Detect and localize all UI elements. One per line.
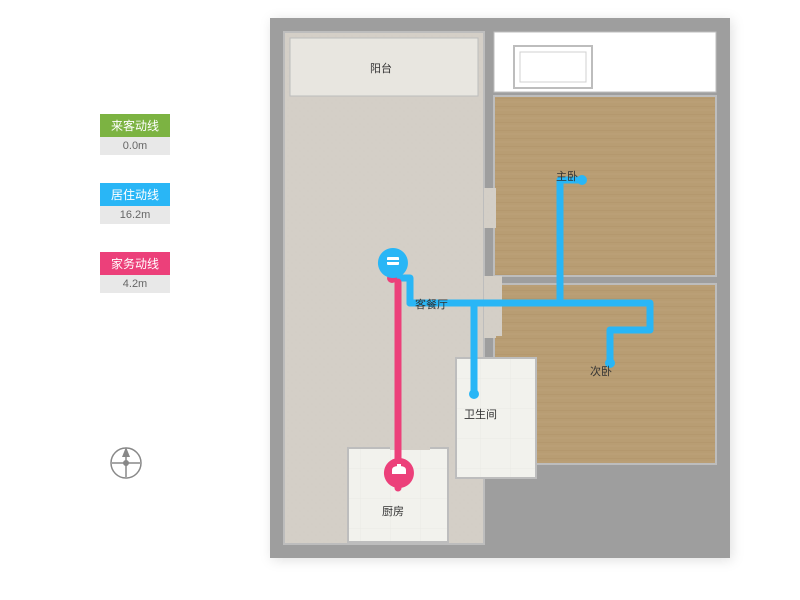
floorplan: 阳台 客餐厅 主卧 次卧 卫生间 厨房: [270, 18, 730, 558]
label-master: 主卧: [556, 168, 578, 184]
label-balcony: 阳台: [370, 60, 392, 76]
window-area: [494, 32, 716, 92]
marker-kitchen: [384, 458, 414, 488]
label-bathroom: 卫生间: [464, 406, 497, 422]
door-master: [484, 188, 496, 228]
label-secondary: 次卧: [590, 363, 612, 379]
label-living: 客餐厅: [415, 296, 448, 312]
legend-value: 16.2m: [100, 206, 170, 224]
legend-item-housework: 家务动线 4.2m: [100, 252, 170, 293]
legend-item-living: 居住动线 16.2m: [100, 183, 170, 224]
legend-label: 家务动线: [100, 252, 170, 275]
marker-living: [378, 248, 408, 278]
legend-value: 0.0m: [100, 137, 170, 155]
room-master: [494, 96, 716, 276]
legend: 来客动线 0.0m 居住动线 16.2m 家务动线 4.2m: [100, 114, 170, 321]
dot-bathroom: [469, 389, 479, 399]
compass-icon: [108, 445, 144, 481]
legend-label: 居住动线: [100, 183, 170, 206]
legend-item-guest: 来客动线 0.0m: [100, 114, 170, 155]
legend-value: 4.2m: [100, 275, 170, 293]
label-kitchen: 厨房: [382, 503, 404, 519]
dot-master: [577, 175, 587, 185]
legend-label: 来客动线: [100, 114, 170, 137]
